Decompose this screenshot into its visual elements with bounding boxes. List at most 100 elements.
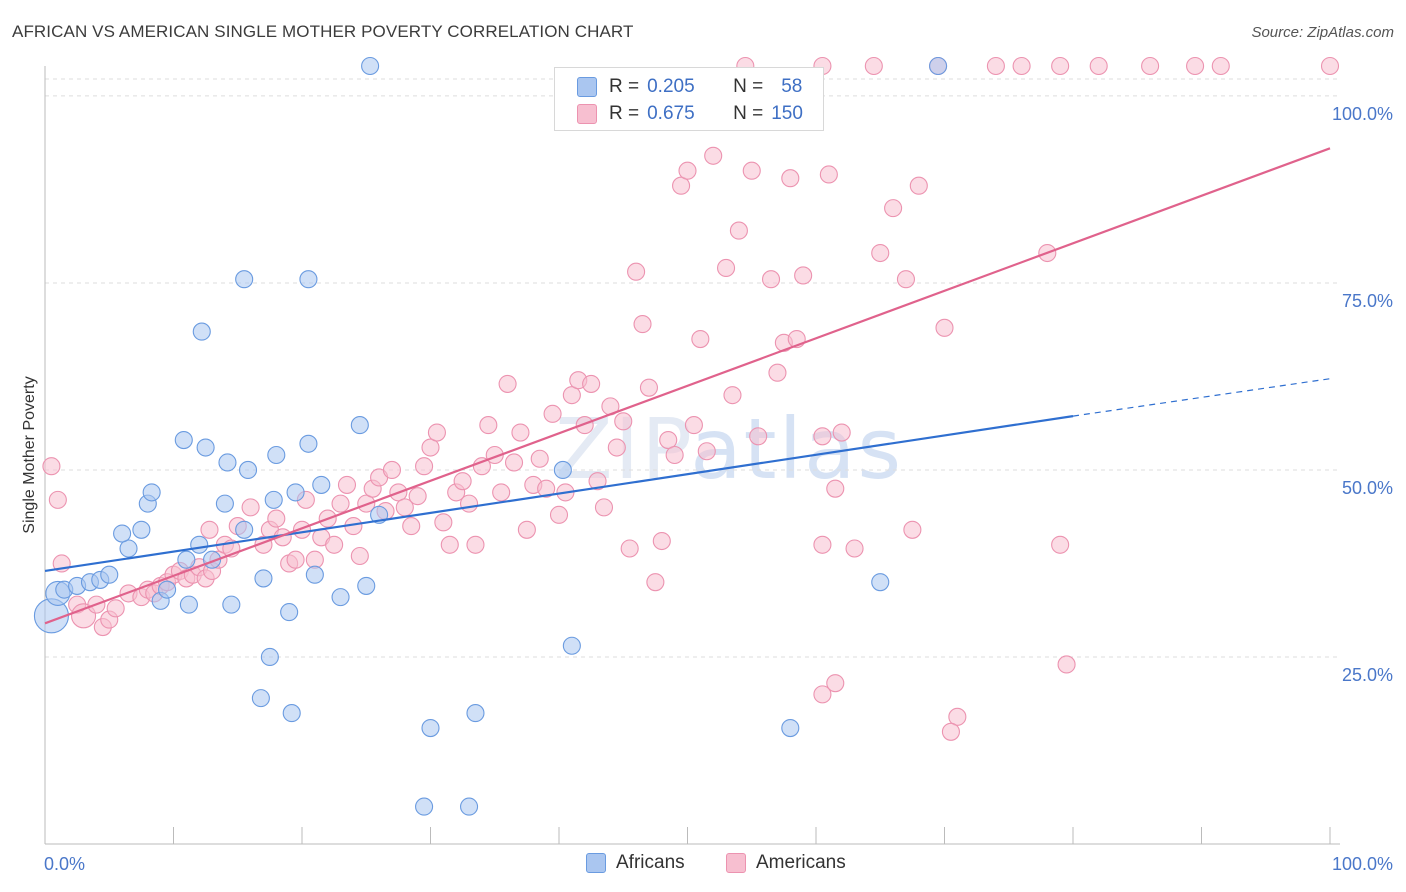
americans-point <box>761 270 781 289</box>
bottom-legend-africans: Africans <box>586 852 685 874</box>
americans-point <box>331 494 350 513</box>
y-tick-label: 50.0% <box>1342 478 1393 498</box>
africans-legend-swatch <box>586 853 606 873</box>
americans-point <box>941 722 960 741</box>
americans-point <box>562 386 581 405</box>
bottom-legend-americans: Americans <box>726 852 846 874</box>
africans-point <box>260 647 279 667</box>
americans-point <box>382 460 402 480</box>
americans-point <box>511 423 530 442</box>
africans-legend-label: Africans <box>616 852 685 873</box>
americans-point <box>594 498 614 517</box>
africans-points <box>33 56 948 816</box>
africans-point <box>174 430 193 450</box>
africans-point <box>280 603 299 622</box>
americans-point <box>768 363 787 382</box>
americans-r-label: R = <box>609 103 640 124</box>
americans-point <box>665 445 684 465</box>
americans-point <box>614 412 633 431</box>
americans-point <box>1186 56 1205 76</box>
africans-point <box>158 580 177 599</box>
americans-point <box>633 315 652 334</box>
africans-point <box>142 483 161 502</box>
americans-point <box>716 258 736 278</box>
americans-point <box>472 457 491 476</box>
americans-point <box>819 165 838 184</box>
americans-point <box>415 457 434 476</box>
correlation-legend: R = 0.205 N = 58 R = 0.675 N = 150 <box>554 67 824 131</box>
americans-point <box>691 329 710 349</box>
x-tick-label-start: 0.0% <box>44 854 85 874</box>
africans-point <box>312 475 331 494</box>
americans-point <box>517 520 536 539</box>
africans-point <box>179 595 198 614</box>
africans-point <box>299 270 318 289</box>
africans-point <box>466 704 485 723</box>
americans-point <box>627 262 646 281</box>
africans-point <box>305 565 324 584</box>
axis-labels: 25.0% 50.0% 75.0% 100.0% 0.0% 100.0% Single Mo… <box>21 104 1393 874</box>
americans-point <box>813 685 832 704</box>
americans-point <box>582 374 601 393</box>
americans-point <box>826 674 845 693</box>
americans-point <box>704 146 723 165</box>
americans-point <box>537 479 556 498</box>
americans-points <box>42 56 1340 741</box>
africans-trend-extension <box>1072 378 1331 417</box>
africans-point <box>264 490 283 509</box>
watermark-atlas: atlas <box>690 400 904 498</box>
americans-n-label: N = <box>733 103 764 124</box>
africans-point <box>781 718 800 738</box>
africans-trend-line <box>44 415 1074 573</box>
americans-point <box>350 546 369 566</box>
americans-point <box>1141 56 1160 76</box>
africans-point <box>350 416 369 435</box>
americans-point <box>729 221 748 240</box>
americans-point <box>909 176 928 195</box>
americans-point <box>620 539 639 558</box>
africans-point <box>871 573 890 592</box>
americans-point <box>337 475 357 494</box>
americans-point <box>864 56 883 76</box>
x-tick-label-end: 100.0% <box>1332 854 1393 874</box>
africans-point <box>286 483 305 502</box>
y-tick-label: 75.0% <box>1342 291 1393 311</box>
africans-point <box>562 636 581 655</box>
americans-point <box>813 427 832 446</box>
africans-point <box>553 460 572 480</box>
americans-point <box>903 520 922 539</box>
africans-point <box>218 453 237 472</box>
americans-r-value: 0.675 <box>647 103 695 124</box>
americans-point <box>498 374 517 393</box>
americans-point <box>466 535 485 554</box>
trend-lines <box>44 147 1331 625</box>
africans-point <box>215 494 234 513</box>
americans-point <box>607 438 626 457</box>
americans-point <box>723 386 742 405</box>
americans-trend-line <box>44 147 1331 625</box>
africans-point <box>192 322 211 341</box>
americans-point <box>639 378 659 397</box>
americans-point <box>440 535 459 554</box>
americans-point <box>427 423 446 442</box>
legend-row-americans: R = 0.675 N = 150 <box>577 102 803 126</box>
africans-point <box>361 56 380 76</box>
americans-legend-swatch <box>726 853 746 873</box>
americans-point <box>749 427 768 446</box>
americans-point <box>453 472 472 491</box>
africans-point <box>299 434 318 453</box>
africans-point <box>331 588 350 607</box>
africans-point <box>119 539 138 558</box>
americans-point <box>646 573 665 592</box>
americans-point <box>845 539 864 558</box>
americans-point <box>813 535 832 554</box>
americans-point <box>1211 56 1230 76</box>
americans-point <box>678 161 697 180</box>
axes <box>44 66 1340 845</box>
americans-point <box>504 453 524 472</box>
africans-point <box>100 565 119 584</box>
africans-point <box>267 445 286 465</box>
africans-point <box>357 576 376 595</box>
africans-point <box>190 535 209 554</box>
source-credit: Source: ZipAtlas.com <box>1251 24 1394 41</box>
